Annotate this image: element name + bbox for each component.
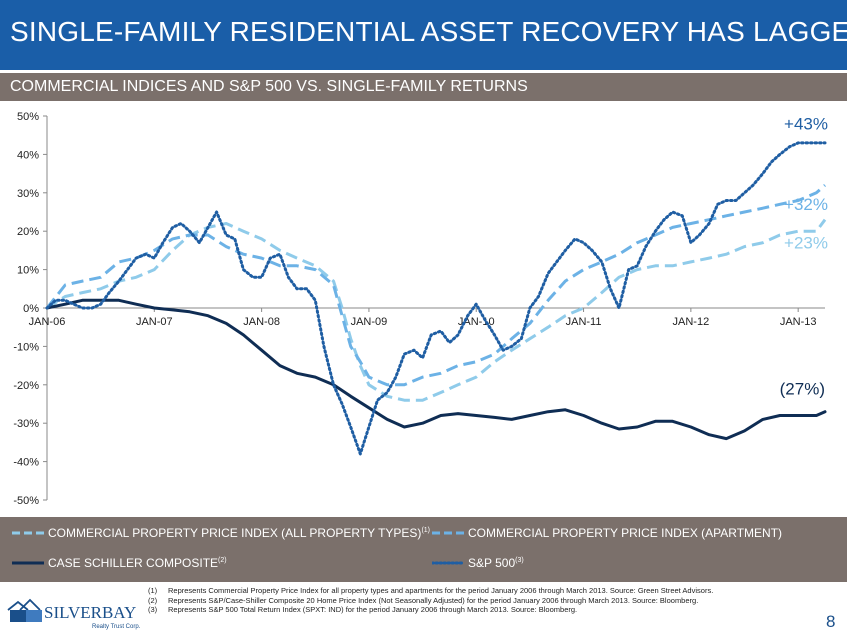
end-label-cppi-all: +23%	[784, 233, 828, 252]
line-chart: 50% 40% 30% 20% 10% 0% -10% -20% -30% -40% -50% JA…	[13, 111, 828, 507]
end-label-sp500: +43%	[784, 114, 828, 133]
y-tick-label: -10%	[13, 341, 39, 353]
y-tick-label: -20%	[13, 380, 39, 392]
page-title: SINGLE-FAMILY RESIDENTIAL ASSET RECOVERY…	[10, 16, 847, 47]
y-tick-label: 10%	[17, 265, 39, 277]
series-case-shiller-line	[45, 298, 827, 441]
y-axis: 50% 40% 30% 20% 10% 0% -10% -20% -30% -40% -50%	[13, 111, 48, 507]
y-tick-label: 40%	[17, 149, 39, 161]
legend-item-cppi-apt: COMMERCIAL PROPERTY PRICE INDEX (APARTME…	[468, 526, 782, 540]
logo-tagline: Realty Trust Corp.	[92, 624, 141, 630]
company-logo: SILVERBAY Realty Trust Corp.	[6, 594, 146, 635]
x-tick-label: JAN-09	[351, 316, 388, 328]
series-cppi-all-line	[46, 218, 827, 402]
series-cppi-apt-line	[45, 183, 827, 387]
y-tick-label: -30%	[13, 418, 39, 430]
footnote-2: (2) Represents S&P/Case-Shiller Composite…	[148, 596, 713, 606]
x-tick-label: JAN-08	[243, 316, 280, 328]
legend-footnote-2: (2)	[218, 557, 227, 564]
legend-footnote-3: (3)	[515, 557, 524, 564]
y-tick-label: -50%	[13, 495, 39, 507]
legend-item-sp500: S&P 500(3)	[468, 556, 524, 570]
x-axis: JAN-06 JAN-07 JAN-08 JAN-09 JAN-10 JAN-11 JAN-…	[29, 307, 825, 328]
legend-item-cppi-all: COMMERCIAL PROPERTY PRICE INDEX (ALL PRO…	[48, 526, 430, 540]
legend-swatch-sp500	[432, 561, 464, 565]
end-labels: +43% +32% +23% (27%)	[780, 114, 828, 398]
logo-wordmark: SILVERBAY	[44, 603, 136, 622]
legend-item-case-shiller: CASE SCHILLER COMPOSITE(2)	[48, 556, 227, 570]
footnote-3-number: (3)	[148, 605, 158, 614]
y-tick-label: 20%	[17, 226, 39, 238]
y-tick-label: 30%	[17, 188, 39, 200]
chart-subtitle: COMMERCIAL INDICES AND S&P 500 VS. SINGL…	[10, 78, 528, 95]
legend-swatch-cppi-apt	[432, 531, 464, 535]
page-number: 8	[826, 612, 836, 631]
y-tick-label: -40%	[13, 457, 39, 469]
series-lines	[45, 141, 827, 456]
legend-label-sp500: S&P 500	[468, 556, 516, 570]
x-tick-label: JAN-07	[136, 316, 173, 328]
footnote-2-number: (2)	[148, 595, 158, 605]
y-tick-label: 0%	[23, 303, 39, 315]
x-tick-label: JAN-13	[780, 316, 817, 328]
end-label-cppi-apt: +32%	[784, 195, 828, 214]
footnote-1: (1) Represents Commercial Property Price …	[148, 586, 713, 596]
x-tick-label: JAN-11	[566, 316, 602, 328]
footnotes: (1) Represents Commercial Property Price …	[148, 586, 713, 615]
legend-swatch-cppi-all	[12, 531, 44, 535]
legend: COMMERCIAL PROPERTY PRICE INDEX (ALL PRO…	[0, 517, 847, 582]
footnote-2-text: Represents S&P/Case-Shiller Composite 20…	[168, 595, 699, 605]
title-bar: SINGLE-FAMILY RESIDENTIAL ASSET RECOVERY…	[0, 0, 847, 70]
legend-label-cppi-apt: COMMERCIAL PROPERTY PRICE INDEX (APARTME…	[468, 526, 783, 540]
silverbay-logo-mark: SILVERBAY Realty Trust Corp.	[7, 598, 141, 630]
legend-footnote-1: (1)	[421, 527, 430, 534]
y-tick-label: 50%	[17, 111, 39, 123]
x-tick-label: JAN-12	[673, 316, 710, 328]
subtitle-bar: COMMERCIAL INDICES AND S&P 500 VS. SINGL…	[0, 73, 847, 101]
legend-swatch-case-shiller	[12, 561, 44, 565]
footnote-1-number: (1)	[148, 586, 158, 595]
legend-label-cppi-all: COMMERCIAL PROPERTY PRICE INDEX (ALL PRO…	[48, 526, 422, 540]
legend-label-case-shiller: CASE SCHILLER COMPOSITE	[48, 556, 219, 570]
series-sp500-line	[45, 141, 827, 456]
footnote-3-text: Represents S&P 500 Total Return Index (S…	[168, 605, 578, 614]
end-label-case-shiller: (27%)	[780, 379, 825, 398]
footnote-1-text: Represents Commercial Property Price Ind…	[168, 586, 714, 595]
footnote-3: (3) Represents S&P 500 Total Return Index…	[148, 605, 713, 615]
x-tick-label: JAN-06	[29, 316, 66, 328]
